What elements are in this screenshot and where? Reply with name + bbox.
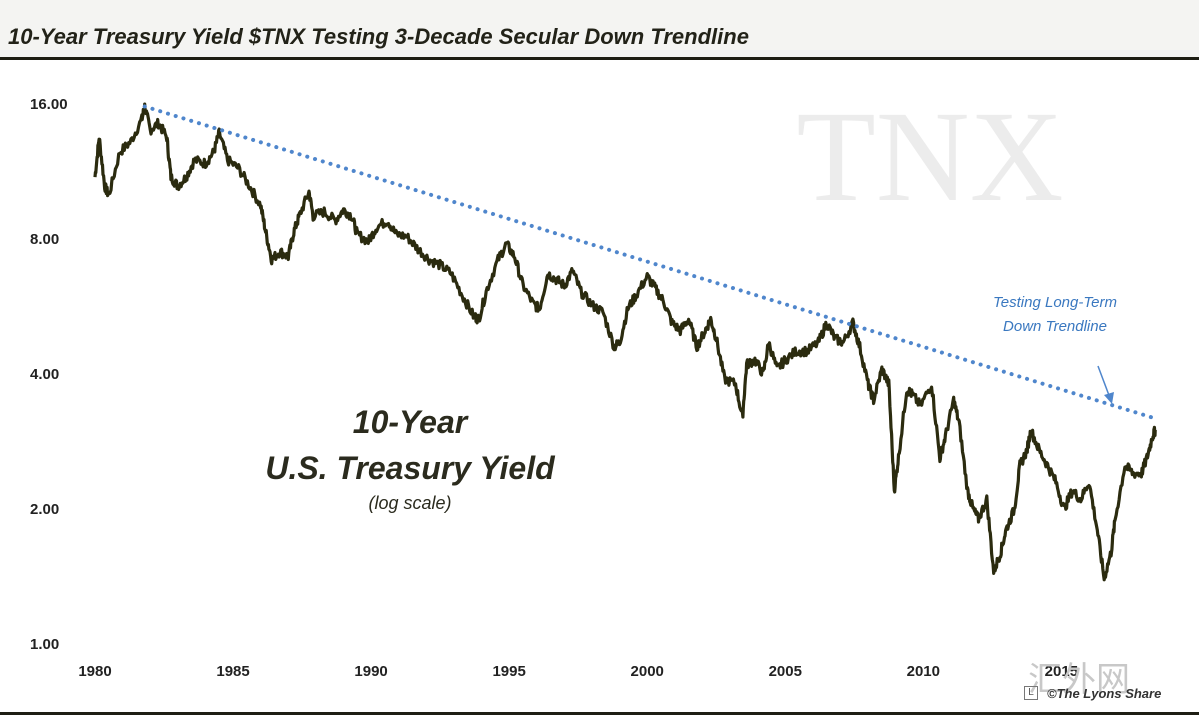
y-tick-label: 1.00 [30,636,59,653]
chart-title: 10-Year Treasury Yield $TNX Testing 3-De… [8,24,749,49]
x-tick-label: 2005 [769,663,802,680]
trendline-note-line1: Testing Long-Term [993,294,1117,311]
x-tick-label: 2000 [631,663,664,680]
yield-series-line [93,102,1157,582]
bottom-rule [0,712,1199,715]
y-tick-label: 4.00 [30,366,59,383]
y-tick-label: 16.00 [30,96,68,113]
site-watermark: 汇外网 [1028,660,1130,700]
x-tick-label: 1990 [354,663,387,680]
logo-icon: L [1024,686,1038,700]
credit-text: ©The Lyons Share [1047,686,1162,701]
y-tick-label: 2.00 [30,501,59,518]
annotation-arrowhead [1104,392,1114,404]
x-tick-label: 2015 [1045,663,1078,680]
annotation-arrow [1097,365,1111,399]
axes: 1.00 2.00 4.00 8.00 16.00 1980 1985 1990 1995 200… [30,96,1078,680]
scale-label: (log scale) [368,493,452,513]
trendline-note-line2: Down Trendline [1003,318,1107,335]
plot-area [93,102,1160,582]
x-tick-label: 2010 [907,663,940,680]
series-label-title: 10-Year [352,404,468,440]
tnx-watermark: TNX [796,85,1063,229]
trendline [142,104,1160,422]
x-tick-label: 1995 [492,663,525,680]
x-tick-label: 1985 [216,663,249,680]
y-tick-label: 8.00 [30,231,59,248]
title-bar: 10-Year Treasury Yield $TNX Testing 3-De… [0,0,1199,60]
series-label-subtitle: U.S. Treasury Yield [265,450,555,486]
x-tick-label: 1980 [78,663,111,680]
